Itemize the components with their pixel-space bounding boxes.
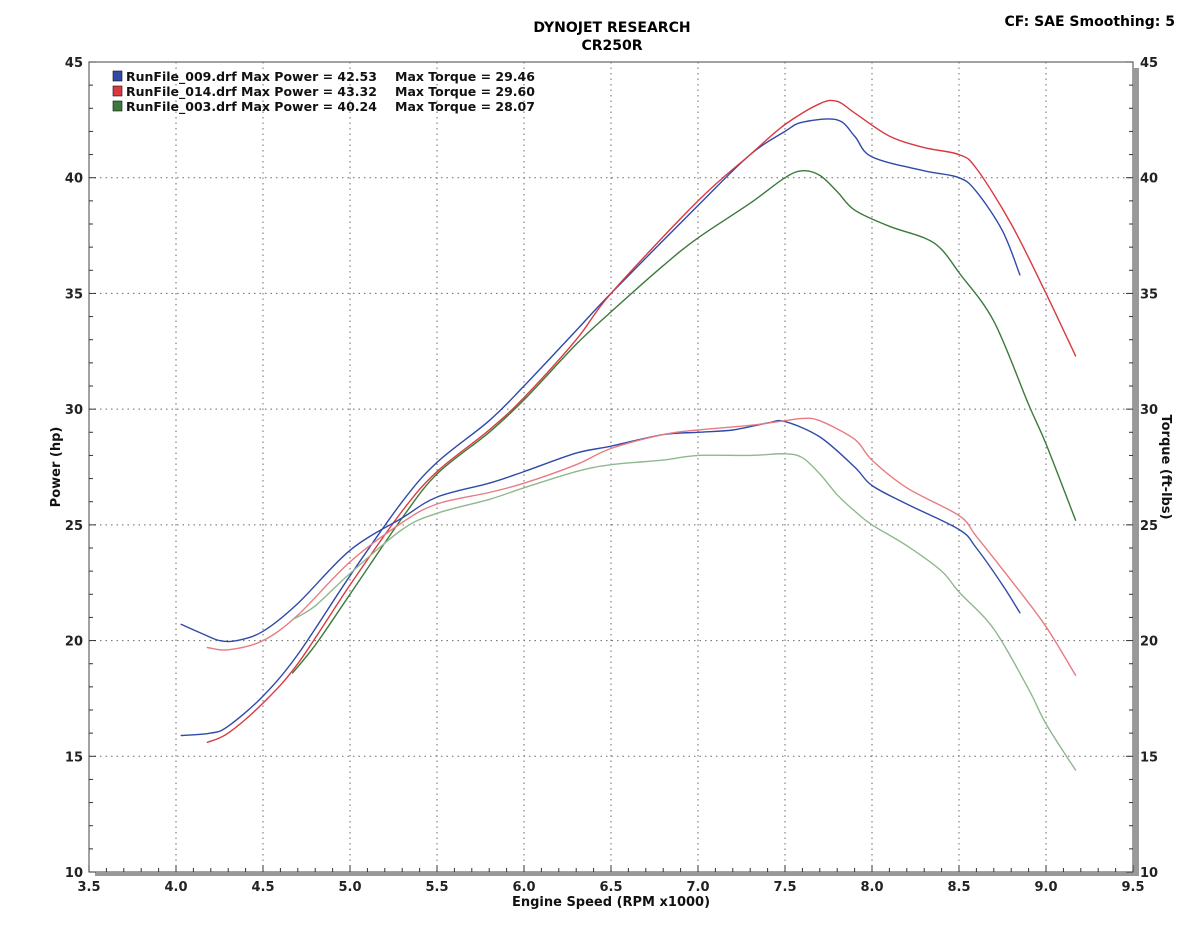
series-line-power-003 <box>291 170 1077 674</box>
x-tick-label: 5.0 <box>338 880 361 895</box>
legend: RunFile_009.drf Max Power = 42.53 Max To… <box>112 69 535 115</box>
legend-swatch-014 <box>112 85 123 97</box>
y-tick-label: 10 <box>65 866 83 881</box>
tick-layer: 3.5 4.0 4.5 5.0 5.5 6.0 6.5 7.0 7.5 8.0 8.5 9.0 9.51… <box>65 56 1158 895</box>
x-tick-label: 8.5 <box>947 880 970 895</box>
x-tick-label: 8.0 <box>860 880 883 895</box>
y2-tick-label: 10 <box>1140 866 1158 881</box>
x-tick-label: 7.0 <box>686 880 709 895</box>
y-tick-label: 30 <box>65 403 83 418</box>
y2-tick-label: 25 <box>1140 519 1158 534</box>
legend-torque-014: Max Torque = 29.60 <box>395 84 535 99</box>
x-tick-label: 6.5 <box>599 880 622 895</box>
x-tick-label: 5.5 <box>425 880 448 895</box>
plot-shadow-bottom <box>95 872 1139 876</box>
legend-torque-009: Max Torque = 29.46 <box>395 69 535 84</box>
chart-title: DYNOJET RESEARCH <box>533 20 690 36</box>
y2-axis-label: Torque (ft-lbs) <box>1158 414 1173 519</box>
x-tick-label: 4.5 <box>251 880 274 895</box>
y-tick-label: 25 <box>65 519 83 534</box>
y-tick-label: 35 <box>65 287 83 302</box>
x-tick-label: 4.0 <box>164 880 187 895</box>
series-layer <box>180 99 1077 771</box>
y-tick-label: 20 <box>65 635 83 650</box>
plot-shadow-right <box>1133 68 1139 876</box>
series-line-torque-003 <box>291 453 1077 771</box>
x-tick-label: 7.5 <box>773 880 796 895</box>
y2-tick-label: 30 <box>1140 403 1158 418</box>
legend-run-009: RunFile_009.drf <box>126 69 237 85</box>
y-tick-label: 15 <box>65 750 83 765</box>
legend-swatch-009 <box>112 70 123 82</box>
x-tick-label: 3.5 <box>77 880 100 895</box>
legend-power-003: Max Power = 40.24 <box>241 99 377 114</box>
legend-torque-003: Max Torque = 28.07 <box>395 99 535 114</box>
y-tick-label: 40 <box>65 172 83 187</box>
y2-tick-label: 40 <box>1140 172 1158 187</box>
chart-subtitle: CR250R <box>581 38 642 54</box>
series-line-power-014 <box>206 99 1077 744</box>
y-tick-label: 45 <box>65 56 83 71</box>
x-tick-label: 9.5 <box>1121 880 1144 895</box>
legend-power-009: Max Power = 42.53 <box>241 69 377 84</box>
y2-tick-label: 20 <box>1140 635 1158 650</box>
series-line-power-009 <box>180 118 1021 737</box>
x-tick-label: 9.0 <box>1034 880 1057 895</box>
legend-run-014: RunFile_014.drf <box>126 84 237 100</box>
legend-item-014: RunFile_014.drf Max Power = 43.32 Max To… <box>112 84 535 100</box>
x-tick-label: 6.0 <box>512 880 535 895</box>
legend-item-009: RunFile_009.drf Max Power = 42.53 Max To… <box>112 69 535 85</box>
legend-swatch-003 <box>112 100 123 112</box>
legend-item-003: RunFile_003.drf Max Power = 40.24 Max To… <box>112 99 535 115</box>
x-axis-label: Engine Speed (RPM x1000) <box>512 895 710 910</box>
plot-area <box>88 61 1134 873</box>
cf-smoothing-label: CF: SAE Smoothing: 5 <box>1005 14 1175 30</box>
series-line-torque-014 <box>206 417 1077 676</box>
series-line-torque-009 <box>180 419 1021 643</box>
y2-tick-label: 45 <box>1140 56 1158 71</box>
legend-power-014: Max Power = 43.32 <box>241 84 377 99</box>
y2-tick-label: 35 <box>1140 287 1158 302</box>
y2-tick-label: 15 <box>1140 750 1158 765</box>
legend-run-003: RunFile_003.drf <box>126 99 237 115</box>
y-axis-label: Power (hp) <box>49 427 64 508</box>
